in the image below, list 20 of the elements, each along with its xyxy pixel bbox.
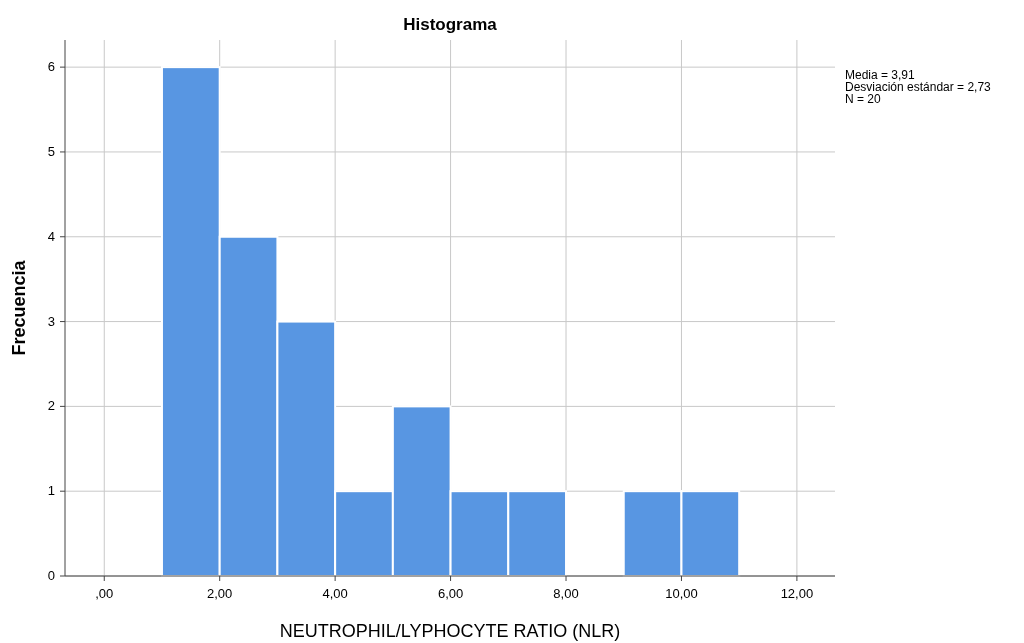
text: Media = 3,91 — [845, 68, 916, 82]
x-tick-label: 12,00 — [780, 586, 814, 601]
y-tick-label: 4 — [47, 228, 55, 244]
y-tick-label: 1 — [47, 483, 55, 499]
x-axis-title: NEUTROPHIL/LYPHOCYTE RATIO (NLR) — [279, 621, 621, 641]
x-tick-label: 10,00 — [665, 586, 698, 601]
y-tick-label: 5 — [47, 143, 55, 159]
chart-title: Histograma — [403, 15, 498, 34]
y-axis-title: Frecuencia — [9, 259, 29, 356]
x-tick-label: 2,00 — [207, 586, 233, 601]
text: Desviación estándar = 2,73 — [845, 80, 992, 94]
x-tick-label: 8,00 — [553, 586, 579, 601]
x-tick-label: ,00 — [95, 586, 114, 601]
x-tick-label: 6,00 — [437, 586, 464, 601]
y-tick-label: 2 — [47, 398, 55, 414]
text: N = 20 — [845, 92, 882, 106]
y-tick-label: 6 — [47, 59, 55, 75]
x-tick-label: 4,00 — [322, 586, 348, 601]
y-tick-label: 3 — [47, 313, 55, 329]
y-tick-label: 0 — [47, 568, 55, 583]
